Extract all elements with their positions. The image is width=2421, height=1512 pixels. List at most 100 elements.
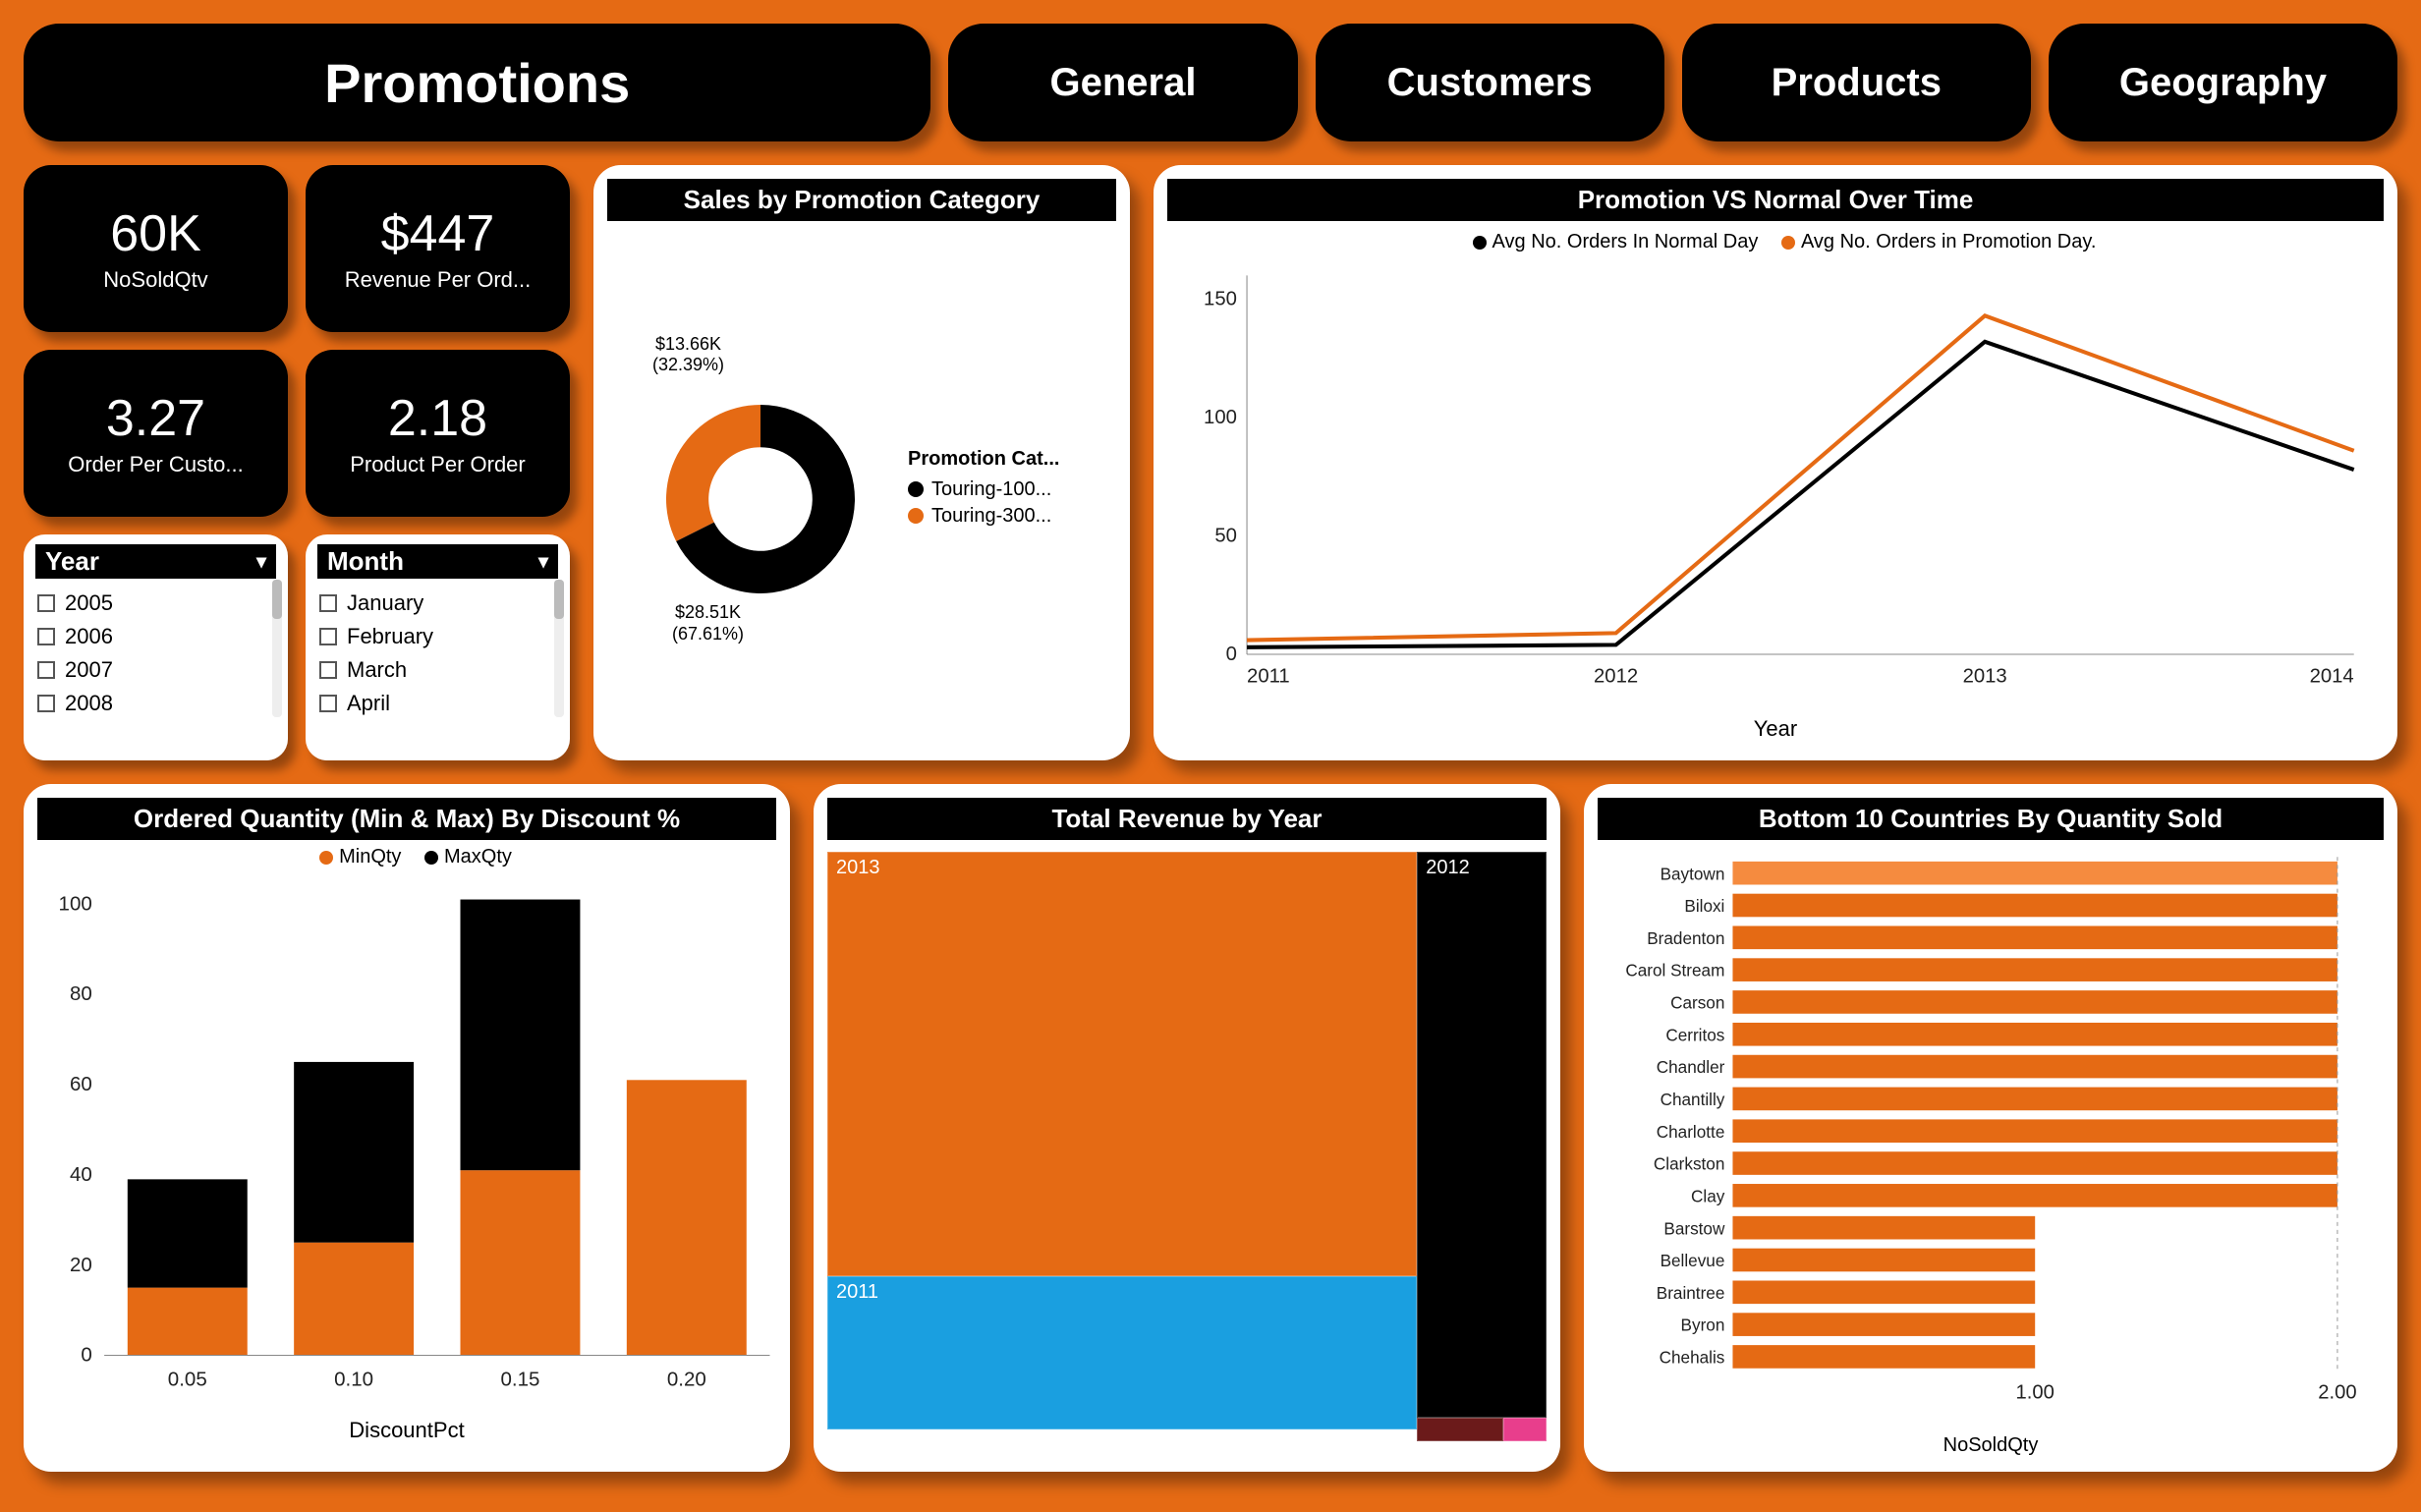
svg-text:1.00: 1.00: [2016, 1382, 2055, 1404]
tab-geography[interactable]: Geography: [2049, 24, 2397, 141]
svg-text:50: 50: [1214, 526, 1237, 547]
svg-text:2012: 2012: [1594, 665, 1638, 687]
svg-text:Charlotte: Charlotte: [1657, 1122, 1725, 1142]
svg-text:Bellevue: Bellevue: [1661, 1251, 1725, 1270]
slicer-item[interactable]: March: [317, 653, 558, 687]
svg-text:0.10: 0.10: [334, 1368, 373, 1390]
tab-products[interactable]: Products: [1682, 24, 2031, 141]
slicer-year-list[interactable]: 2005200620072008: [35, 587, 276, 734]
donut-anno-large: $28.51K (67.61%): [672, 602, 744, 644]
checkbox-icon[interactable]: [37, 661, 55, 679]
kpi-revenue-per-order: $447 Revenue Per Ord...: [306, 165, 570, 332]
svg-text:0.05: 0.05: [168, 1368, 207, 1390]
svg-text:0: 0: [81, 1344, 91, 1367]
checkbox-icon[interactable]: [37, 695, 55, 712]
svg-text:100: 100: [1204, 407, 1237, 428]
svg-text:60: 60: [70, 1073, 92, 1095]
svg-text:Chehalis: Chehalis: [1660, 1348, 1725, 1368]
svg-text:2013: 2013: [1963, 665, 2007, 687]
kpi-nosoldqty: 60K NoSoldQtv: [24, 165, 288, 332]
stacked-bar-title: Ordered Quantity (Min & Max) By Discount…: [37, 798, 776, 840]
svg-text:Clay: Clay: [1691, 1186, 1725, 1205]
svg-text:Braintree: Braintree: [1657, 1283, 1725, 1303]
checkbox-icon[interactable]: [319, 661, 337, 679]
top-nav: Promotions General Customers Products Ge…: [24, 24, 2397, 141]
line-legend: Avg No. Orders In Normal Day Avg No. Ord…: [1177, 231, 2374, 253]
card-hbar: Bottom 10 Countries By Quantity Sold Bay…: [1584, 784, 2397, 1472]
treemap-block: 2013: [827, 852, 1417, 1276]
slicer-year-header[interactable]: Year ▾: [35, 544, 276, 579]
scrollbar[interactable]: [554, 580, 564, 717]
checkbox-icon[interactable]: [37, 628, 55, 645]
treemap-chart: 201320112012: [827, 852, 1547, 1441]
card-stacked-bar: Ordered Quantity (Min & Max) By Discount…: [24, 784, 790, 1472]
line-chart: 0501001502011201220132014Avg No. Orders …: [1177, 253, 2374, 716]
checkbox-icon[interactable]: [319, 594, 337, 612]
checkbox-icon[interactable]: [319, 695, 337, 712]
svg-text:Carol Stream: Carol Stream: [1625, 961, 1724, 980]
chevron-down-icon: ▾: [256, 549, 266, 574]
svg-text:2.00: 2.00: [2318, 1382, 2356, 1404]
svg-text:Clarkston: Clarkston: [1654, 1154, 1724, 1174]
svg-text:20: 20: [70, 1254, 92, 1276]
svg-text:Cerritos: Cerritos: [1665, 1025, 1724, 1044]
svg-text:Bradenton: Bradenton: [1647, 928, 1724, 948]
treemap-block: [1503, 1418, 1547, 1441]
svg-text:2011: 2011: [1247, 665, 1290, 687]
tab-general[interactable]: General: [948, 24, 1297, 141]
svg-text:0: 0: [1226, 644, 1237, 665]
card-treemap: Total Revenue by Year 201320112012: [814, 784, 1560, 1472]
chevron-down-icon: ▾: [538, 549, 548, 574]
hbar-chart: Baytown Biloxi Bradenton Carol Stream Carson…: [1584, 840, 2397, 1429]
donut-anno-small: $13.66K (32.39%): [652, 334, 724, 376]
svg-text:2014: 2014: [2310, 665, 2354, 687]
svg-text:Biloxi: Biloxi: [1684, 896, 1724, 916]
donut-legend: Promotion Cat... Touring-100... Touring-…: [908, 448, 1059, 532]
line-title: Promotion VS Normal Over Time: [1167, 179, 2384, 221]
svg-text:Byron: Byron: [1681, 1316, 1725, 1335]
svg-text:Barstow: Barstow: [1663, 1218, 1725, 1238]
slicer-year[interactable]: Year ▾ 2005200620072008: [24, 534, 288, 760]
treemap-block: [1417, 1418, 1503, 1441]
slicer-item[interactable]: 2007: [35, 653, 276, 687]
hbar-title: Bottom 10 Countries By Quantity Sold: [1598, 798, 2384, 840]
slicer-item[interactable]: January: [317, 587, 558, 620]
slicer-item[interactable]: 2008: [35, 687, 276, 720]
kpi-block: 60K NoSoldQtv $447 Revenue Per Ord... 3.…: [24, 165, 570, 760]
card-line: Promotion VS Normal Over Time Avg No. Or…: [1154, 165, 2397, 760]
treemap-block: 2012: [1417, 852, 1547, 1418]
slicer-item[interactable]: April: [317, 687, 558, 720]
line-xlabel: Year: [1177, 716, 2374, 742]
bar-xlabel: DiscountPct: [24, 1418, 790, 1443]
slicer-item[interactable]: 2005: [35, 587, 276, 620]
slicer-item[interactable]: February: [317, 620, 558, 653]
card-donut: Sales by Promotion Category $13.66K (32.…: [593, 165, 1130, 760]
scrollbar[interactable]: [272, 580, 282, 717]
tab-customers[interactable]: Customers: [1316, 24, 1664, 141]
treemap-block: 2011: [827, 1276, 1417, 1429]
slicer-month-list[interactable]: JanuaryFebruaryMarchApril: [317, 587, 558, 734]
kpi-product-per-order: 2.18 Product Per Order: [306, 350, 570, 517]
page-title-pill: Promotions: [24, 24, 930, 141]
svg-text:Carson: Carson: [1670, 993, 1724, 1013]
svg-text:40: 40: [70, 1163, 92, 1186]
slicer-month-header[interactable]: Month ▾: [317, 544, 558, 579]
donut-title: Sales by Promotion Category: [607, 179, 1116, 221]
kpi-order-per-customer: 3.27 Order Per Custo...: [24, 350, 288, 517]
svg-text:0.15: 0.15: [500, 1368, 539, 1390]
svg-text:80: 80: [70, 982, 92, 1005]
svg-text:Baytown: Baytown: [1661, 864, 1725, 883]
stacked-bar-legend: MinQty MaxQty: [24, 846, 790, 868]
svg-text:Chantilly: Chantilly: [1661, 1090, 1725, 1109]
treemap-title: Total Revenue by Year: [827, 798, 1547, 840]
slicer-item[interactable]: 2006: [35, 620, 276, 653]
svg-text:150: 150: [1204, 289, 1237, 310]
page-title: Promotions: [324, 51, 630, 115]
svg-text:100: 100: [59, 892, 92, 915]
svg-text:Chandler: Chandler: [1657, 1057, 1725, 1077]
checkbox-icon[interactable]: [319, 628, 337, 645]
svg-text:0.20: 0.20: [667, 1368, 706, 1390]
donut-chart: [613, 340, 908, 635]
slicer-month[interactable]: Month ▾ JanuaryFebruaryMarchApril: [306, 534, 570, 760]
checkbox-icon[interactable]: [37, 594, 55, 612]
